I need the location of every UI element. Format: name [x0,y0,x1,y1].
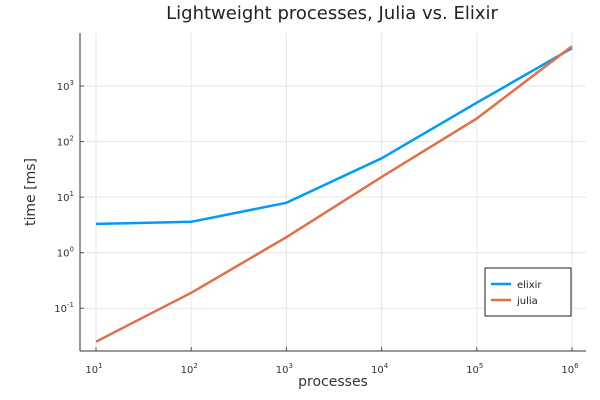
x-tick-labels: 101 102 103 104 105 106 [85,362,579,376]
x-tick-label: 105 [466,362,483,376]
y-tick-exponent: 3 [70,79,74,87]
axes [79,33,586,352]
legend-label-julia: julia [516,296,538,307]
series-line-elixir [95,47,573,226]
y-tick-exponent: 2 [70,135,74,143]
y-tick-base: 10 [54,304,67,315]
legend-label-elixir: elixir [517,280,542,291]
x-tick-exponent: 4 [384,362,389,370]
legend: elixir julia [484,267,572,317]
y-tick-exponent: -1 [67,301,74,309]
chart-title: Lightweight processes, Julia vs. Elixir [166,3,498,24]
y-tick-base: 10 [57,138,70,149]
x-tick-base: 10 [561,365,574,376]
x-axis-label: processes [298,374,368,390]
x-tick-label: 104 [371,362,389,376]
x-tick-base: 10 [181,365,194,376]
y-tick-label: 102 [57,135,74,149]
y-tick-exponent: 0 [70,246,74,254]
x-tick-exponent: 3 [289,362,293,370]
x-tick-label: 101 [85,362,102,376]
x-tick-base: 10 [466,365,479,376]
series-line-julia [95,45,573,343]
y-tick-base: 10 [57,193,70,204]
y-tick-label: 101 [57,190,74,204]
x-tick-label: 102 [181,362,198,376]
y-tick-exponent: 1 [70,190,74,198]
y-tick-base: 10 [57,249,70,260]
y-tick-label: 10-1 [54,301,74,315]
legend-box [484,267,572,317]
x-tick-base: 10 [371,365,384,376]
x-tick-exponent: 1 [98,362,102,370]
x-tick-base: 10 [276,365,289,376]
x-tick-label: 103 [276,362,293,376]
x-tick-label: 106 [561,362,579,376]
x-tick-exponent: 6 [574,362,579,370]
x-tick-exponent: 5 [479,362,483,370]
x-tick-base: 10 [85,365,98,376]
y-tick-base: 10 [57,82,70,93]
y-tick-label: 103 [57,79,74,93]
y-tick-label: 100 [57,246,74,260]
series-lines [95,45,573,343]
grid [80,33,586,351]
x-tick-exponent: 2 [193,362,197,370]
y-axis-label: time [ms] [23,158,39,226]
